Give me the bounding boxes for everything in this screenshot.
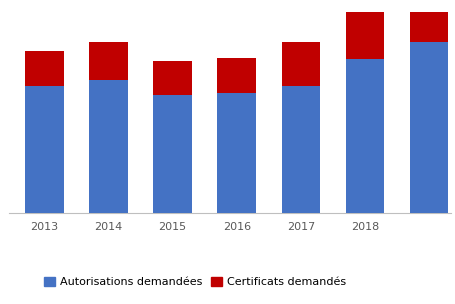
Bar — [281, 42, 319, 86]
Legend: Autorisations demandées, Certificats demandés: Autorisations demandées, Certificats dem… — [40, 272, 349, 292]
Bar — [409, 42, 447, 213]
Bar — [153, 61, 192, 95]
Bar — [89, 42, 127, 80]
Bar — [217, 93, 255, 213]
Bar — [345, 2, 383, 59]
Bar — [153, 95, 192, 213]
Bar — [409, 0, 447, 42]
Bar — [89, 80, 127, 213]
Bar — [345, 59, 383, 213]
Bar — [217, 58, 255, 93]
Bar — [281, 86, 319, 213]
Bar — [25, 86, 63, 213]
Bar — [25, 50, 63, 86]
